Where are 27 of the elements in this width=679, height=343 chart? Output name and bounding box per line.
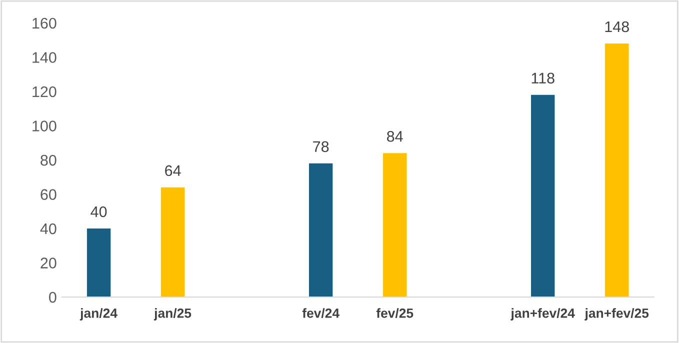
x-tick-label: jan+fev/24 bbox=[510, 308, 575, 320]
x-tick-label: jan/24 bbox=[80, 308, 118, 320]
y-tick-label: 140 bbox=[32, 52, 56, 63]
data-label: 84 bbox=[387, 130, 403, 142]
data-label: 148 bbox=[605, 21, 629, 32]
y-tick-label: 80 bbox=[40, 154, 56, 166]
data-label: 64 bbox=[165, 165, 181, 176]
y-tick-label: 40 bbox=[40, 223, 56, 234]
y-tick-label: 120 bbox=[32, 86, 56, 98]
x-tick-label: fev/25 bbox=[376, 308, 414, 318]
y-tick-label: 60 bbox=[40, 189, 56, 200]
data-label: 118 bbox=[532, 72, 554, 84]
y-tick-label: 20 bbox=[40, 258, 56, 268]
bar bbox=[382, 153, 407, 298]
bar bbox=[86, 228, 111, 298]
data-label: 40 bbox=[90, 206, 107, 218]
bar bbox=[605, 44, 629, 298]
bar bbox=[531, 94, 555, 298]
x-tick-label: fev/24 bbox=[302, 308, 340, 318]
y-tick-label: 160 bbox=[32, 18, 56, 29]
y-tick-label: 100 bbox=[32, 120, 56, 132]
y-tick-label: 0 bbox=[49, 292, 56, 303]
x-tick-label: jan+fev/25 bbox=[584, 308, 649, 320]
data-label: 78 bbox=[313, 141, 329, 152]
bar bbox=[160, 187, 185, 298]
x-tick-label: jan/25 bbox=[154, 308, 192, 320]
bar bbox=[308, 163, 333, 298]
